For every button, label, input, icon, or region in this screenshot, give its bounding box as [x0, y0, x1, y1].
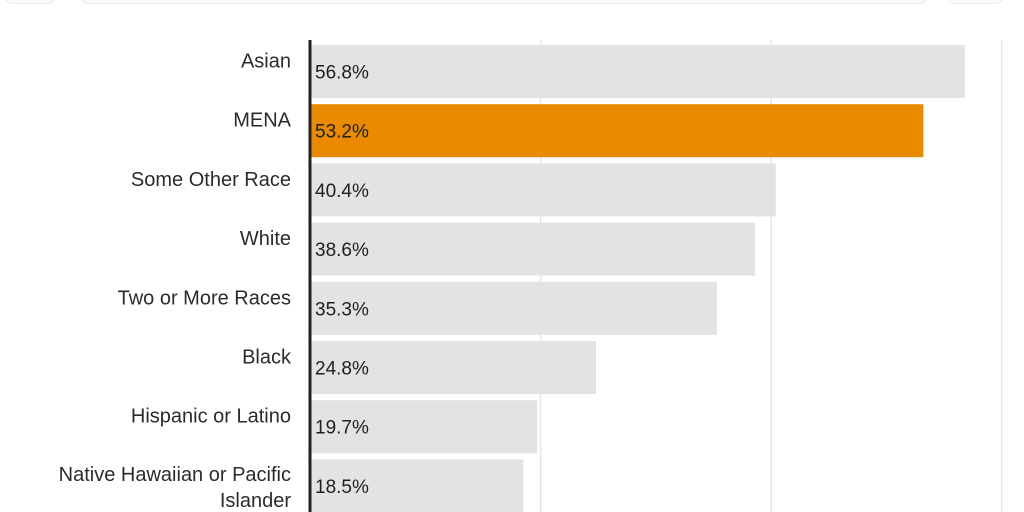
value-label: 56.8%	[315, 63, 369, 84]
bar	[310, 104, 924, 158]
category-label: White	[240, 228, 291, 250]
category-label: MENA	[233, 110, 291, 132]
category-label: Two or More Races	[118, 287, 291, 309]
bar	[310, 341, 596, 394]
label-layer: 56.8% Asian 53.2% MENA 40.4% Some Other Race 3…	[59, 51, 369, 512]
value-label: 24.8%	[315, 359, 369, 380]
bar	[310, 163, 776, 217]
value-label: 53.2%	[315, 122, 369, 143]
bar	[310, 45, 965, 98]
bar	[310, 281, 718, 335]
value-label: 40.4%	[315, 181, 369, 202]
category-label: Native Hawaiian or Pacific Islander	[59, 464, 292, 512]
value-label: 38.6%	[315, 240, 369, 261]
category-label: Asian	[241, 51, 291, 73]
value-label: 18.5%	[315, 477, 369, 498]
value-label: 19.7%	[315, 418, 369, 439]
category-label: Some Other Race	[131, 169, 291, 191]
bar-layer	[310, 45, 965, 512]
value-label: 35.3%	[315, 299, 369, 320]
bar	[310, 400, 538, 454]
category-label: Black	[242, 347, 292, 369]
category-label: Hispanic or Latino	[131, 406, 291, 428]
bar	[310, 459, 524, 512]
bar	[310, 222, 756, 276]
